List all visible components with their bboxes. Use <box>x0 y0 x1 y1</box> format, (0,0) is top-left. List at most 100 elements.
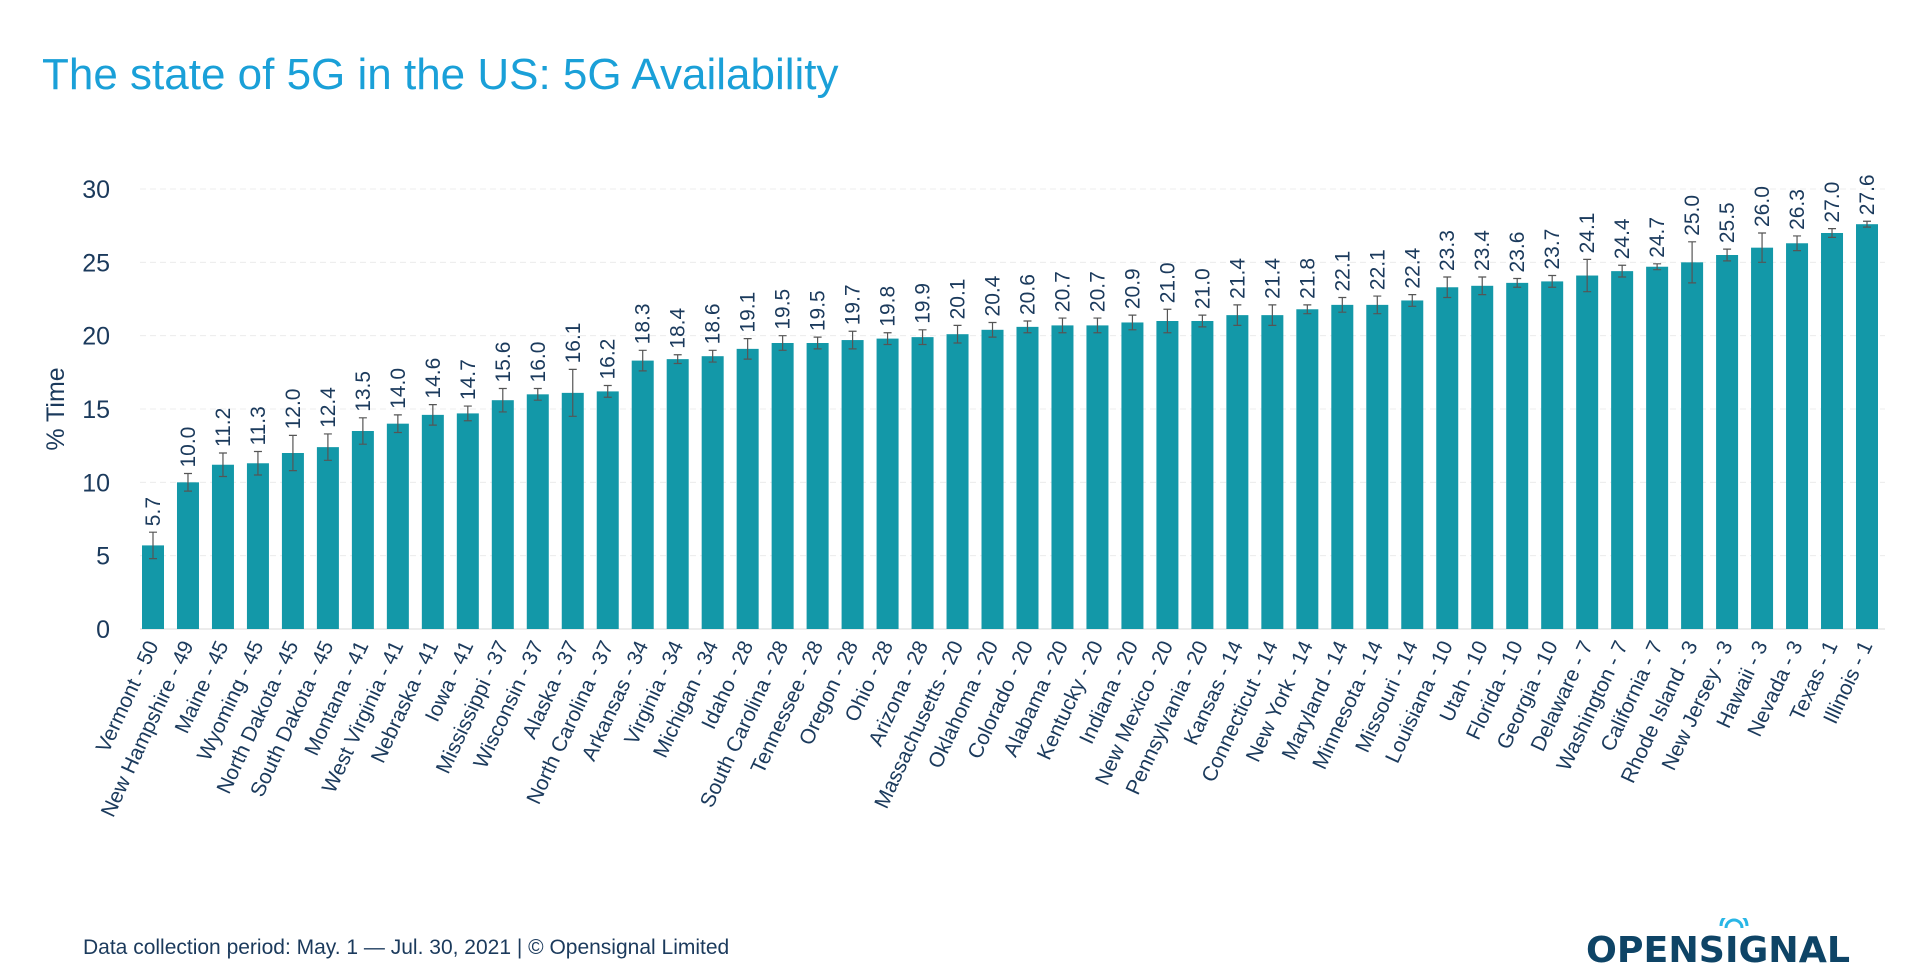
bar <box>1261 315 1284 629</box>
data-label: 22.1 <box>1331 251 1354 292</box>
error-bar <box>1863 220 1871 228</box>
bar <box>1786 243 1809 629</box>
bar <box>1716 255 1739 629</box>
bar <box>1856 224 1878 629</box>
data-label: 18.4 <box>667 308 690 349</box>
error-bar <box>568 368 577 417</box>
error-bar <box>1513 277 1522 288</box>
data-label: 18.3 <box>632 303 655 344</box>
bar <box>421 414 444 629</box>
bar <box>561 392 584 629</box>
error-bar <box>1548 274 1557 288</box>
data-label: 20.7 <box>1051 271 1074 312</box>
bar <box>701 356 724 629</box>
error-bar <box>323 433 332 461</box>
data-label: 10.0 <box>177 427 200 468</box>
bar <box>841 340 864 629</box>
error-bar <box>918 329 927 346</box>
data-label: 16.1 <box>562 323 585 364</box>
bar <box>142 545 164 629</box>
data-label: 13.5 <box>352 371 375 412</box>
data-label: 21.0 <box>1191 268 1214 309</box>
data-label: 20.1 <box>947 279 970 320</box>
bar <box>1576 275 1599 629</box>
bar <box>596 391 619 629</box>
error-bar <box>883 332 892 346</box>
bar <box>1681 262 1704 629</box>
data-label: 21.4 <box>1226 258 1249 299</box>
error-bar <box>1688 241 1697 284</box>
error-bar <box>498 387 507 413</box>
error-bar <box>1758 232 1767 263</box>
error-bar <box>1163 308 1172 334</box>
bar <box>1436 287 1459 629</box>
data-label: 26.3 <box>1786 189 1809 230</box>
data-label: 25.0 <box>1681 195 1704 236</box>
footer-note: Data collection period: May. 1 — Jul. 30… <box>83 936 730 959</box>
error-bar <box>1303 304 1312 315</box>
error-bar <box>1723 248 1732 262</box>
bar <box>211 464 234 629</box>
data-label: 21.8 <box>1296 258 1319 299</box>
y-axis-label: % Time <box>42 367 70 450</box>
data-label: 11.3 <box>247 406 270 445</box>
data-label: 26.0 <box>1751 186 1774 227</box>
bar <box>1541 281 1564 629</box>
error-bar <box>288 434 297 472</box>
bar <box>1296 309 1319 629</box>
bar <box>981 329 1004 629</box>
bar <box>1401 300 1424 629</box>
data-label: 11.2 <box>212 408 235 447</box>
y-tick-label: 30 <box>82 176 110 204</box>
error-bar <box>1093 317 1102 334</box>
error-bar <box>428 404 437 426</box>
error-bar <box>708 349 717 363</box>
data-label: 27.6 <box>1856 174 1879 215</box>
chart-title: The state of 5G in the US: 5G Availabili… <box>42 50 839 99</box>
y-tick-label: 0 <box>96 616 110 644</box>
bar <box>771 343 794 629</box>
error-bar <box>463 405 472 422</box>
data-label: 14.7 <box>457 359 480 400</box>
error-bar <box>1198 314 1207 328</box>
error-bar <box>1443 276 1452 299</box>
bar <box>351 431 374 629</box>
svg-text:OPENS‍IGNAL: OPENS‍IGNAL <box>1586 930 1850 968</box>
error-bar <box>1338 296 1347 313</box>
data-label: 19.1 <box>737 292 760 333</box>
data-label: 19.7 <box>842 284 865 325</box>
error-bar <box>1478 276 1487 296</box>
data-label: 15.6 <box>492 342 515 383</box>
data-label: 23.6 <box>1506 232 1529 273</box>
bar <box>491 400 514 629</box>
error-bar <box>358 417 367 445</box>
error-bar <box>743 338 752 360</box>
error-bar <box>638 349 647 372</box>
data-label: 12.0 <box>282 389 305 430</box>
error-bar <box>848 330 857 350</box>
bar <box>176 482 199 629</box>
bar <box>1331 304 1354 629</box>
error-bar <box>1058 317 1067 334</box>
bar <box>1821 233 1844 629</box>
bar <box>1366 304 1389 629</box>
bar <box>526 394 549 629</box>
bar <box>1051 325 1074 629</box>
bar <box>1471 285 1494 629</box>
bar <box>456 413 479 629</box>
opensignal-logo: OPENS‍IGNAL <box>1586 918 1850 968</box>
data-label: 20.9 <box>1121 268 1144 309</box>
data-label: 21.0 <box>1156 262 1179 303</box>
error-bar <box>603 384 612 398</box>
bar <box>1611 271 1634 629</box>
data-label: 19.5 <box>807 290 830 331</box>
error-bar <box>1233 304 1242 326</box>
data-label: 22.4 <box>1401 247 1424 288</box>
bar <box>1156 321 1179 629</box>
error-bar <box>253 450 262 476</box>
bar <box>1506 282 1529 629</box>
error-bar <box>1618 264 1627 278</box>
error-bar <box>988 321 997 338</box>
y-tick-label: 5 <box>96 543 110 571</box>
